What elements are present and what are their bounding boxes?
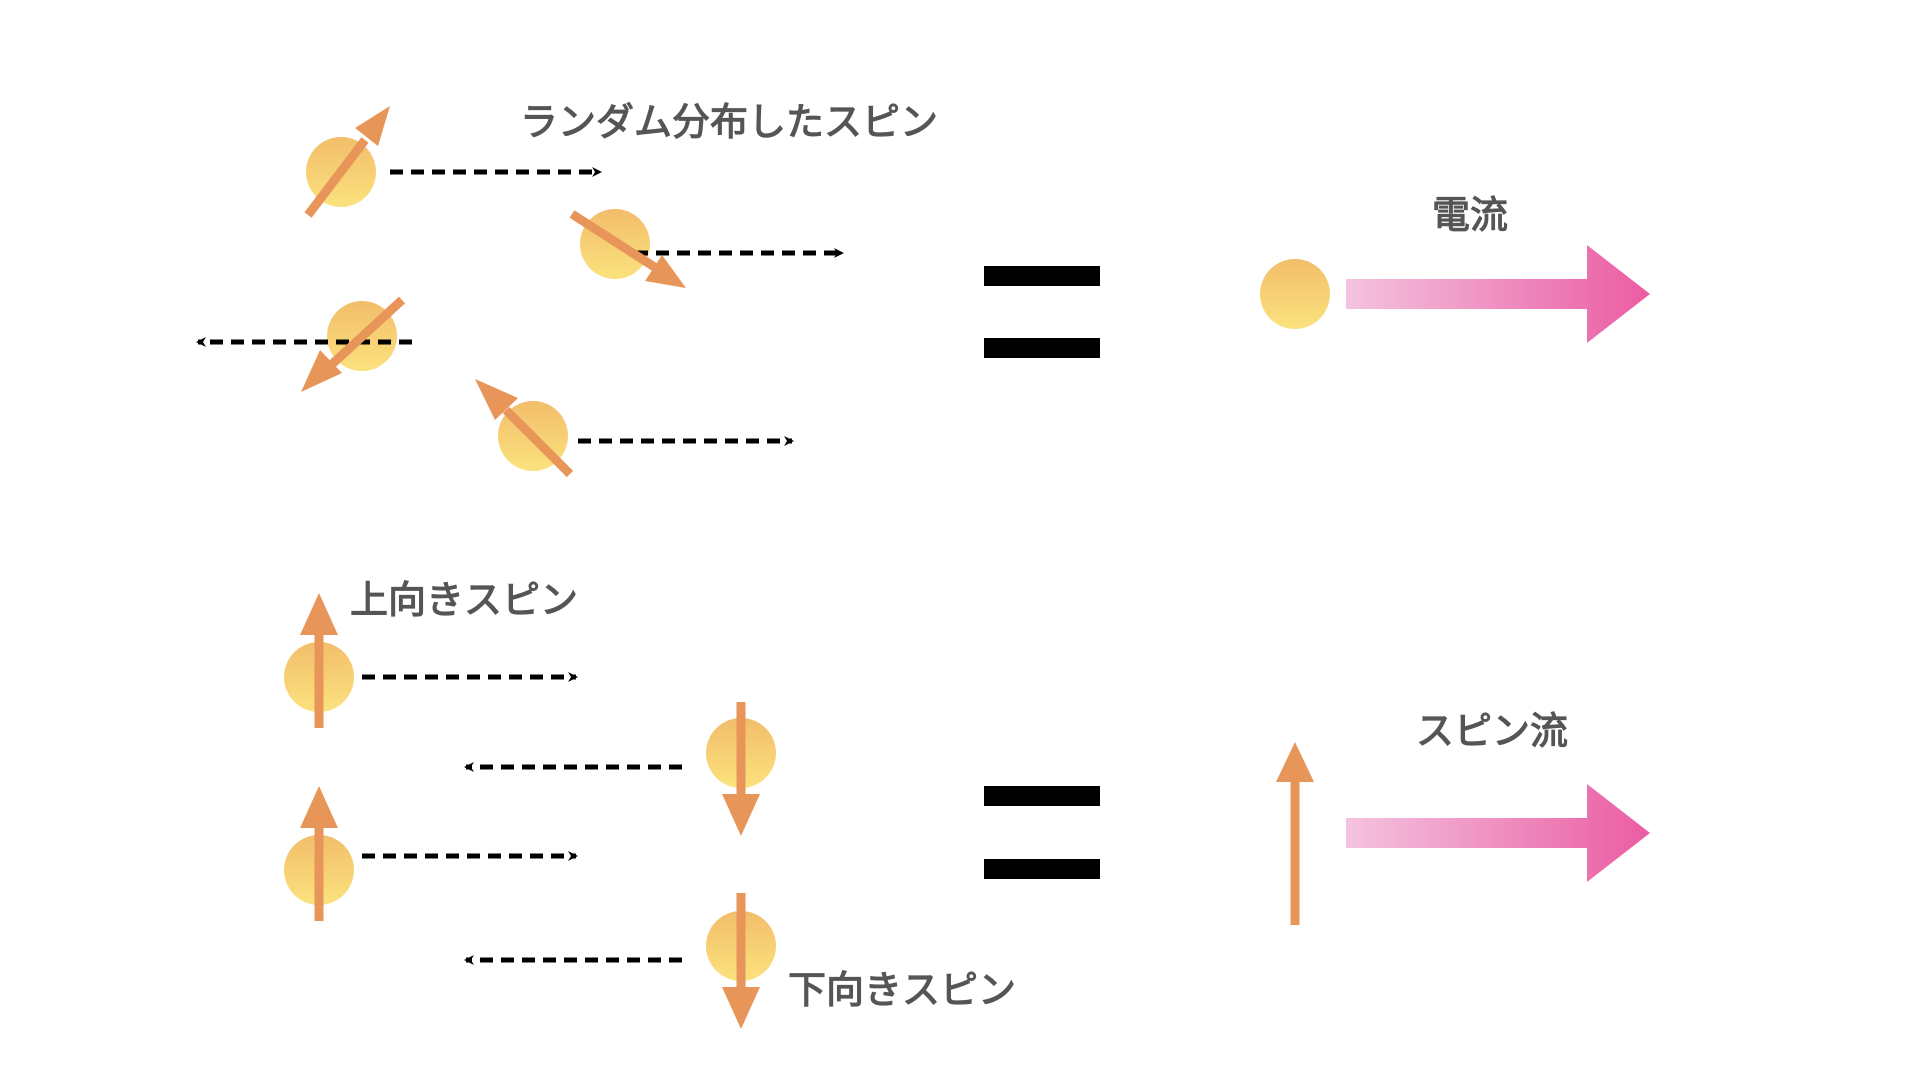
- up-spin-label: 上向きスピン: [350, 578, 578, 622]
- spin-arrow-head: [722, 794, 760, 836]
- spin-arrow-head: [300, 593, 338, 635]
- spin-arrow-shaft: [304, 137, 369, 218]
- equals-sign-top: [984, 266, 1100, 358]
- electron-4: [475, 379, 794, 478]
- spin-arrow-head: [645, 255, 686, 288]
- spin-arrow-head: [300, 786, 338, 828]
- electron-2: [569, 209, 844, 288]
- spin-arrow-head: [475, 379, 518, 420]
- up-down-spin-group: 上向きスピン 下向きスピン: [284, 578, 1016, 1029]
- random-spin-group: ランダム分布したスピン: [196, 100, 938, 478]
- spin-current-label: スピン流: [1416, 709, 1568, 753]
- spin-arrow-head: [355, 106, 390, 146]
- spin-arrow-head: [1276, 742, 1314, 782]
- spin-current-flow-arrow: [1346, 784, 1650, 882]
- up-spin-electron-2: [284, 786, 578, 921]
- up-spin-electron-1: [284, 593, 578, 728]
- spin-arrow-shaft: [326, 296, 406, 370]
- random-spin-label: ランダム分布したスピン: [520, 100, 938, 144]
- electron-1: [304, 106, 602, 218]
- down-spin-electron-2: [464, 893, 776, 1029]
- spin-arrow-head: [722, 987, 760, 1029]
- spin-current-group: スピン流: [1276, 709, 1650, 925]
- down-spin-label: 下向きスピン: [788, 968, 1016, 1012]
- down-spin-electron-1: [464, 702, 776, 836]
- electron-3: [196, 296, 412, 392]
- current-flow-arrow: [1346, 245, 1650, 343]
- current-label: 電流: [1432, 193, 1508, 237]
- equals-sign-bottom: [984, 786, 1100, 879]
- spin-arrow-shaft: [502, 406, 574, 478]
- electron-ball: [1260, 259, 1330, 329]
- spin-arrow-head: [301, 350, 342, 392]
- current-group: 電流: [1260, 193, 1650, 343]
- spin-arrow-shaft: [569, 210, 659, 272]
